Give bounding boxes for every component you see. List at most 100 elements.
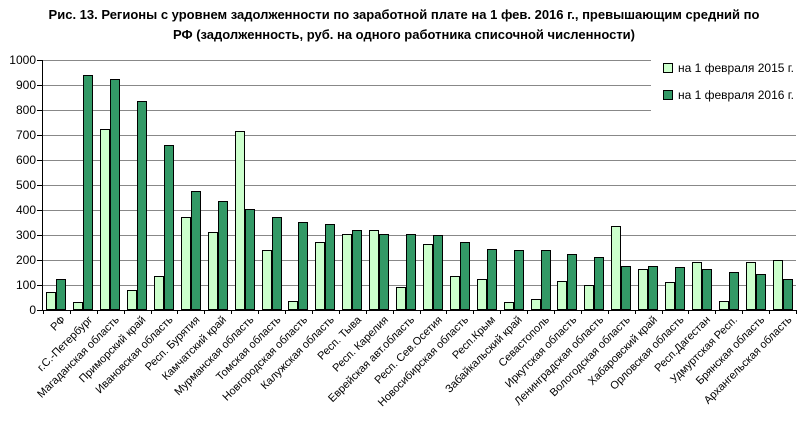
bar-2016 [217,201,228,310]
gridline [43,135,796,136]
y-tick [37,135,43,136]
gridline [43,285,796,286]
x-axis-label: РФ [48,314,68,334]
x-tick [661,310,663,314]
x-axis-label: Еврейская авт.область [326,314,418,405]
y-tick [37,310,43,311]
gridline [43,235,796,236]
x-axis-label: Мурманская область [172,314,257,399]
legend-item-2016: на 1 февраля 2016 г. [662,81,794,108]
y-tick-label: 100 [15,278,36,292]
bar-2016 [648,266,659,310]
x-tick [258,310,260,314]
chart-title: Рис. 13. Регионы с уровнем задолженности… [48,7,760,42]
x-tick [580,310,582,314]
bar-2016 [110,79,121,310]
bar-2016 [728,272,739,310]
bar-2015 [342,234,353,310]
x-axis-label: г.С.-Петербург [34,314,95,374]
x-axis-label: Томская область [213,314,284,384]
x-axis-label: Респ. Карелия [330,314,391,375]
gridline [43,210,796,211]
x-axis-label: Удмуртская Респ. [668,314,741,386]
bar-2016 [782,279,793,310]
x-tick [338,310,340,314]
bar-2016 [190,191,201,310]
bar-2015 [73,302,84,310]
x-tick [123,310,125,314]
x-tick [204,310,206,314]
bar-2015 [503,302,514,310]
x-tick [634,310,636,314]
x-axis-label: Магаданская область [35,314,122,401]
bar-2015 [638,269,649,310]
bar-2015 [745,262,756,310]
bar-2015 [422,244,433,310]
y-tick-label: 900 [15,78,36,92]
bar-2016 [56,279,67,310]
gridline [43,60,796,61]
gridline [43,85,796,86]
x-axis-label: Иркутская область [502,314,579,391]
bar-2016 [486,249,497,310]
x-axis-label: Севастополь [496,314,553,370]
bar-2016 [540,250,551,310]
bar-2016 [379,234,390,310]
bar-2016 [701,269,712,310]
bar-2015 [207,232,218,310]
x-axis-label: Респ. Бурятия [143,314,203,374]
bar-2015 [691,262,702,310]
legend: на 1 февраля 2015 г. на 1 февраля 2016 г… [650,54,796,112]
bar-2015 [772,260,783,310]
bar-2016 [406,234,417,310]
x-tick [365,310,367,314]
x-tick [446,310,448,314]
bar-2016 [298,222,309,310]
y-tick-label: 300 [15,228,36,242]
x-tick [473,310,475,314]
bar-2016 [621,266,632,310]
y-tick [37,185,43,186]
y-tick-label: 200 [15,253,36,267]
bar-2015 [154,276,165,310]
legend-swatch-2015-icon [662,62,673,73]
y-tick-label: 500 [15,178,36,192]
x-tick [392,310,394,314]
gridline [43,160,796,161]
y-tick [37,85,43,86]
bar-2016 [459,242,470,310]
gridline [43,185,796,186]
bar-2015 [611,226,622,310]
x-axis-label: Камчатский край [160,314,230,383]
y-tick-label: 700 [15,128,36,142]
legend-label-2016: на 1 февраля 2016 г. [677,87,794,102]
x-tick [231,310,233,314]
bar-2015 [315,242,326,310]
bar-2016 [271,217,282,310]
bar-2015 [100,129,111,310]
bar-2015 [530,299,541,310]
x-tick [96,310,98,314]
x-axis-label: Ленинградская область [511,314,606,408]
bar-2016 [594,257,605,310]
bar-2015 [46,292,57,310]
x-tick [500,310,502,314]
y-tick-label: 400 [15,203,36,217]
x-axis-label: Респ.Дагестан [652,314,714,375]
bar-2015 [396,287,407,310]
x-axis-label: Респ. Сев.Осетия [371,314,445,387]
x-tick [150,310,152,314]
bar-2015 [234,131,245,310]
x-axis-label: Брянская область [693,314,768,388]
bar-2015 [718,301,729,310]
bar-2015 [664,282,675,310]
x-axis-label: Новгородская область [220,314,310,404]
bar-2016 [164,145,175,310]
x-tick [69,310,71,314]
y-tick [37,110,43,111]
x-axis-label: Калужская область [258,314,337,393]
y-tick [37,285,43,286]
bar-2016 [513,250,524,310]
x-axis-label: Архангельская область [701,314,795,407]
bar-2016 [83,75,94,310]
